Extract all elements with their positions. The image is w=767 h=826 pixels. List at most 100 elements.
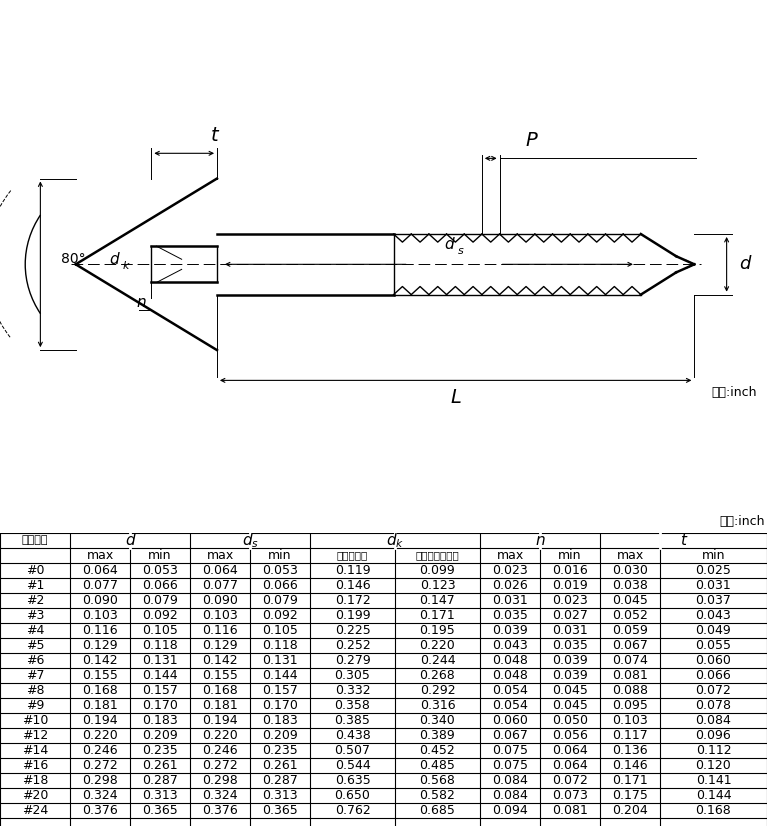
Text: 0.199: 0.199 xyxy=(334,609,370,622)
Text: L: L xyxy=(450,388,461,407)
Text: n: n xyxy=(137,295,146,311)
Text: 0.054: 0.054 xyxy=(492,684,528,697)
Text: $d_s$: $d_s$ xyxy=(242,531,258,549)
Text: #2: #2 xyxy=(26,594,44,607)
Text: 0.055: 0.055 xyxy=(696,639,732,652)
Text: 0.078: 0.078 xyxy=(696,699,732,712)
Text: 0.168: 0.168 xyxy=(202,684,238,697)
Text: 0.194: 0.194 xyxy=(82,714,118,727)
Text: 0.066: 0.066 xyxy=(696,669,732,682)
Text: 0.077: 0.077 xyxy=(82,579,118,592)
Text: 0.037: 0.037 xyxy=(696,594,732,607)
Text: 0.389: 0.389 xyxy=(420,729,456,743)
Text: 0.438: 0.438 xyxy=(334,729,370,743)
Text: 0.039: 0.039 xyxy=(492,624,528,637)
Text: min: min xyxy=(558,548,581,562)
Text: 0.172: 0.172 xyxy=(334,594,370,607)
Text: 0.105: 0.105 xyxy=(262,624,298,637)
Text: #12: #12 xyxy=(22,729,48,743)
Text: 0.358: 0.358 xyxy=(334,699,370,712)
Text: 公称直径: 公称直径 xyxy=(21,535,48,545)
Text: d: d xyxy=(125,533,135,548)
Text: 0.157: 0.157 xyxy=(262,684,298,697)
Text: 0.084: 0.084 xyxy=(696,714,732,727)
Text: min: min xyxy=(702,548,726,562)
Text: 0.049: 0.049 xyxy=(696,624,732,637)
Text: 0.142: 0.142 xyxy=(202,654,238,667)
Text: 0.272: 0.272 xyxy=(202,759,238,772)
Text: 0.582: 0.582 xyxy=(420,790,456,802)
Text: 0.059: 0.059 xyxy=(612,624,648,637)
Text: 0.194: 0.194 xyxy=(202,714,238,727)
Text: 0.146: 0.146 xyxy=(334,579,370,592)
Text: 0.287: 0.287 xyxy=(142,775,178,787)
Text: s: s xyxy=(458,246,464,256)
Text: 最小边圆或沉头: 最小边圆或沉头 xyxy=(416,550,459,560)
Text: 0.105: 0.105 xyxy=(142,624,178,637)
Text: 0.142: 0.142 xyxy=(82,654,118,667)
Text: 0.147: 0.147 xyxy=(420,594,456,607)
Text: min: min xyxy=(148,548,172,562)
Text: t: t xyxy=(211,126,219,145)
Text: 0.095: 0.095 xyxy=(612,699,648,712)
Text: 0.088: 0.088 xyxy=(612,684,648,697)
Text: 0.081: 0.081 xyxy=(612,669,648,682)
Text: n: n xyxy=(535,533,545,548)
Text: 0.016: 0.016 xyxy=(552,564,588,577)
Text: 0.027: 0.027 xyxy=(552,609,588,622)
Text: 0.155: 0.155 xyxy=(82,669,118,682)
Text: 0.023: 0.023 xyxy=(552,594,588,607)
Text: 0.096: 0.096 xyxy=(696,729,732,743)
Text: 0.045: 0.045 xyxy=(552,699,588,712)
Text: 0.268: 0.268 xyxy=(420,669,456,682)
Text: 0.064: 0.064 xyxy=(82,564,118,577)
Text: 单位:inch: 单位:inch xyxy=(719,515,765,528)
Text: 0.204: 0.204 xyxy=(612,805,648,818)
Text: min: min xyxy=(268,548,291,562)
Text: 0.048: 0.048 xyxy=(492,669,528,682)
Text: 0.131: 0.131 xyxy=(142,654,178,667)
Text: 0.170: 0.170 xyxy=(262,699,298,712)
Text: 0.209: 0.209 xyxy=(142,729,178,743)
Text: 0.332: 0.332 xyxy=(334,684,370,697)
Text: 0.313: 0.313 xyxy=(262,790,298,802)
Text: 0.141: 0.141 xyxy=(696,775,731,787)
Text: 0.026: 0.026 xyxy=(492,579,528,592)
Text: 0.060: 0.060 xyxy=(492,714,528,727)
Text: 0.053: 0.053 xyxy=(142,564,178,577)
Text: 0.129: 0.129 xyxy=(202,639,238,652)
Text: 0.077: 0.077 xyxy=(202,579,238,592)
Text: 0.075: 0.075 xyxy=(492,744,528,757)
Text: 0.235: 0.235 xyxy=(262,744,298,757)
Text: 0.067: 0.067 xyxy=(612,639,648,652)
Text: 0.225: 0.225 xyxy=(334,624,370,637)
Text: 0.048: 0.048 xyxy=(492,654,528,667)
Text: 0.155: 0.155 xyxy=(202,669,238,682)
Text: #24: #24 xyxy=(22,805,48,818)
Text: 0.507: 0.507 xyxy=(334,744,370,757)
Text: 0.298: 0.298 xyxy=(202,775,238,787)
Text: 0.112: 0.112 xyxy=(696,744,731,757)
Text: 0.019: 0.019 xyxy=(552,579,588,592)
Text: 0.045: 0.045 xyxy=(612,594,648,607)
Text: #10: #10 xyxy=(21,714,48,727)
Text: #18: #18 xyxy=(21,775,48,787)
Text: 0.025: 0.025 xyxy=(696,564,732,577)
Text: 0.324: 0.324 xyxy=(82,790,118,802)
Text: 0.030: 0.030 xyxy=(612,564,648,577)
Text: 0.056: 0.056 xyxy=(552,729,588,743)
Text: 0.316: 0.316 xyxy=(420,699,456,712)
Text: 0.050: 0.050 xyxy=(552,714,588,727)
Text: 0.103: 0.103 xyxy=(82,609,118,622)
Text: 0.209: 0.209 xyxy=(262,729,298,743)
Text: 0.246: 0.246 xyxy=(202,744,238,757)
Text: 0.129: 0.129 xyxy=(82,639,118,652)
Text: 0.146: 0.146 xyxy=(612,759,648,772)
Text: 0.064: 0.064 xyxy=(552,744,588,757)
Text: 0.081: 0.081 xyxy=(552,805,588,818)
Text: 0.136: 0.136 xyxy=(612,744,648,757)
Text: #16: #16 xyxy=(22,759,48,772)
Text: 0.099: 0.099 xyxy=(420,564,456,577)
Text: 0.118: 0.118 xyxy=(262,639,298,652)
Text: 0.287: 0.287 xyxy=(262,775,298,787)
